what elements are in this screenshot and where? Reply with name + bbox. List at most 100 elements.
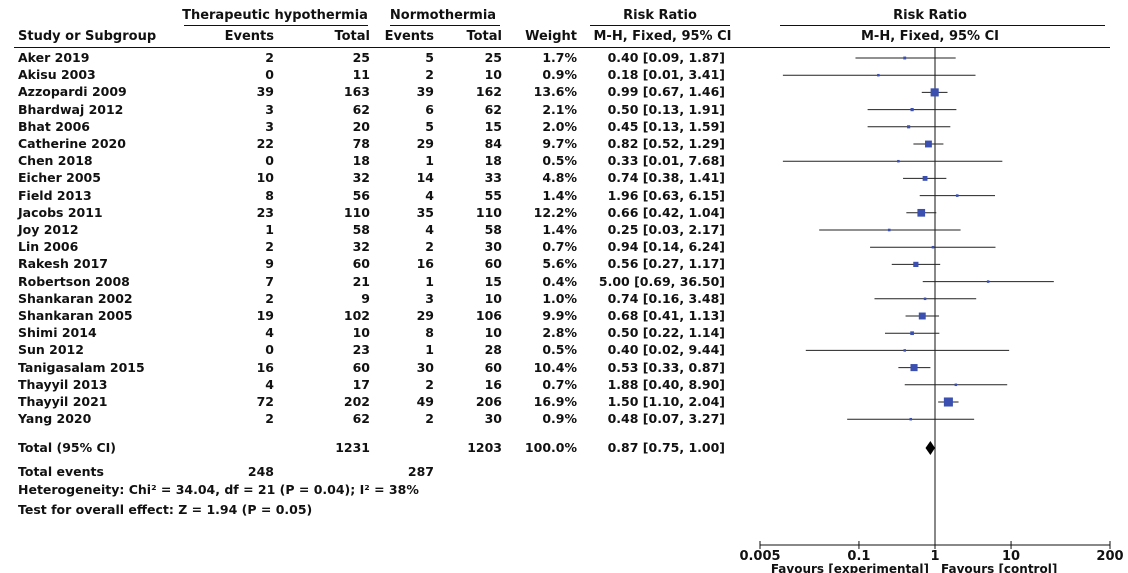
- point-square: [986, 280, 990, 283]
- events-control: 3: [425, 290, 434, 306]
- method-plot-header: M-H, Fixed, 95% CI: [860, 29, 999, 44]
- ci-value: 5.00 [0.69, 36.50]: [598, 273, 725, 289]
- events-treatment: 3: [265, 118, 274, 134]
- favours-left-label: Favours [experimental]: [771, 562, 929, 573]
- events-control: 14: [416, 170, 434, 186]
- events-treatment: 0: [265, 153, 274, 169]
- events-treatment: 10: [256, 170, 274, 186]
- weight-value: 0.7%: [542, 239, 577, 255]
- point-square: [907, 125, 911, 129]
- point-square: [887, 228, 891, 232]
- weight-value: 1.4%: [542, 222, 577, 237]
- study-header: Study or Subgroup: [18, 29, 157, 44]
- weight-value: 2.1%: [542, 101, 577, 117]
- events-control: 49: [416, 394, 434, 409]
- events-treatment: 2: [265, 239, 274, 255]
- total-treatment: 32: [352, 239, 370, 255]
- events-control: 2: [425, 411, 434, 427]
- events-treatment: 3: [265, 101, 274, 117]
- point-square: [897, 159, 900, 163]
- events-control: 8: [425, 325, 434, 341]
- treatment-underline: [184, 25, 368, 26]
- total-control: 30: [484, 411, 502, 427]
- group-header-treatment: Therapeutic hypothermia: [182, 8, 368, 23]
- weight-value: 2.8%: [542, 325, 577, 341]
- total-treatment: 20: [352, 118, 370, 134]
- point-square: [903, 349, 906, 352]
- total-treatment: 163: [343, 84, 370, 100]
- study-name: Chen 2018: [18, 153, 93, 169]
- overall-diamond: [925, 441, 935, 455]
- x-tick-label: 0.1: [847, 549, 870, 564]
- total-treatment: 17: [352, 376, 370, 392]
- total-treatment: 58: [352, 222, 370, 237]
- study-name: Shankaran 2002: [18, 290, 133, 306]
- total-events-treatment: 248: [247, 464, 274, 479]
- study-name: Catherine 2020: [18, 136, 126, 151]
- weight-header: Weight: [525, 29, 577, 44]
- study-name: Shankaran 2005: [18, 308, 133, 323]
- weight-value: 0.4%: [542, 273, 577, 289]
- method-header: M-H, Fixed, 95% CI: [593, 29, 732, 44]
- ci-value: 0.50 [0.22, 1.14]: [607, 325, 725, 341]
- ci-value: 0.40 [0.02, 9.44]: [607, 342, 725, 358]
- events-treatment: 23: [256, 204, 274, 220]
- events-control: 35: [416, 204, 434, 220]
- ci-value: 0.68 [0.41, 1.13]: [607, 308, 725, 323]
- weight-value: 13.6%: [533, 84, 577, 100]
- events-control: 1: [425, 342, 434, 358]
- total-control: 28: [484, 342, 502, 358]
- total-control: 18: [484, 153, 502, 169]
- weight-value: 0.5%: [542, 342, 577, 358]
- weight-value: 10.4%: [533, 359, 577, 375]
- ci-value: 0.74 [0.38, 1.41]: [607, 170, 725, 186]
- weight-value: 0.7%: [542, 376, 577, 392]
- ci-value: 0.33 [0.01, 7.68]: [607, 153, 725, 169]
- weight-value: 0.9%: [542, 411, 577, 427]
- weight-value: 9.9%: [542, 308, 577, 323]
- study-name: Thayyil 2013: [18, 376, 108, 392]
- weight-value: 5.6%: [542, 256, 577, 272]
- events-header-treatment: Events: [224, 29, 274, 44]
- total-treatment: 60: [352, 359, 370, 375]
- events-treatment: 9: [265, 256, 274, 272]
- events-treatment: 0: [265, 342, 274, 358]
- study-name: Jacobs 2011: [18, 204, 103, 220]
- events-treatment: 4: [265, 325, 274, 341]
- total-n-treatment: 1231: [335, 440, 370, 455]
- overall-effect-text: Test for overall effect: Z = 1.94 (P = 0…: [18, 502, 313, 517]
- events-treatment: 4: [265, 376, 274, 392]
- total-treatment: 21: [352, 273, 370, 289]
- total-treatment: 78: [352, 136, 370, 151]
- ci-value: 0.48 [0.07, 3.27]: [607, 411, 725, 427]
- point-square: [917, 208, 926, 217]
- rr-plot-underline: [780, 25, 1105, 26]
- header-rule: [14, 47, 1110, 48]
- total-control: 25: [484, 50, 502, 65]
- x-tick-label: 1: [930, 549, 939, 564]
- point-square: [910, 331, 914, 336]
- events-control: 2: [425, 376, 434, 392]
- point-square: [931, 245, 935, 249]
- point-square: [913, 261, 919, 268]
- ci-value: 0.82 [0.52, 1.29]: [607, 136, 725, 151]
- weight-value: 1.7%: [542, 50, 577, 65]
- study-name: Eicher 2005: [18, 170, 101, 186]
- ci-value: 0.99 [0.67, 1.46]: [607, 84, 725, 100]
- x-tick-label: 10: [1002, 549, 1020, 564]
- weight-value: 16.9%: [533, 394, 577, 409]
- point-square: [910, 108, 914, 112]
- total-treatment: 56: [352, 187, 370, 203]
- total-treatment: 23: [352, 342, 370, 358]
- events-control: 4: [425, 222, 434, 237]
- point-square: [909, 417, 913, 421]
- total-treatment: 18: [352, 153, 370, 169]
- total-treatment: 60: [352, 256, 370, 272]
- study-name: Rakesh 2017: [18, 256, 108, 272]
- ci-value: 0.94 [0.14, 6.24]: [607, 239, 725, 255]
- point-square: [910, 364, 918, 372]
- point-square: [955, 194, 959, 197]
- point-square: [922, 175, 928, 181]
- events-treatment: 2: [265, 290, 274, 306]
